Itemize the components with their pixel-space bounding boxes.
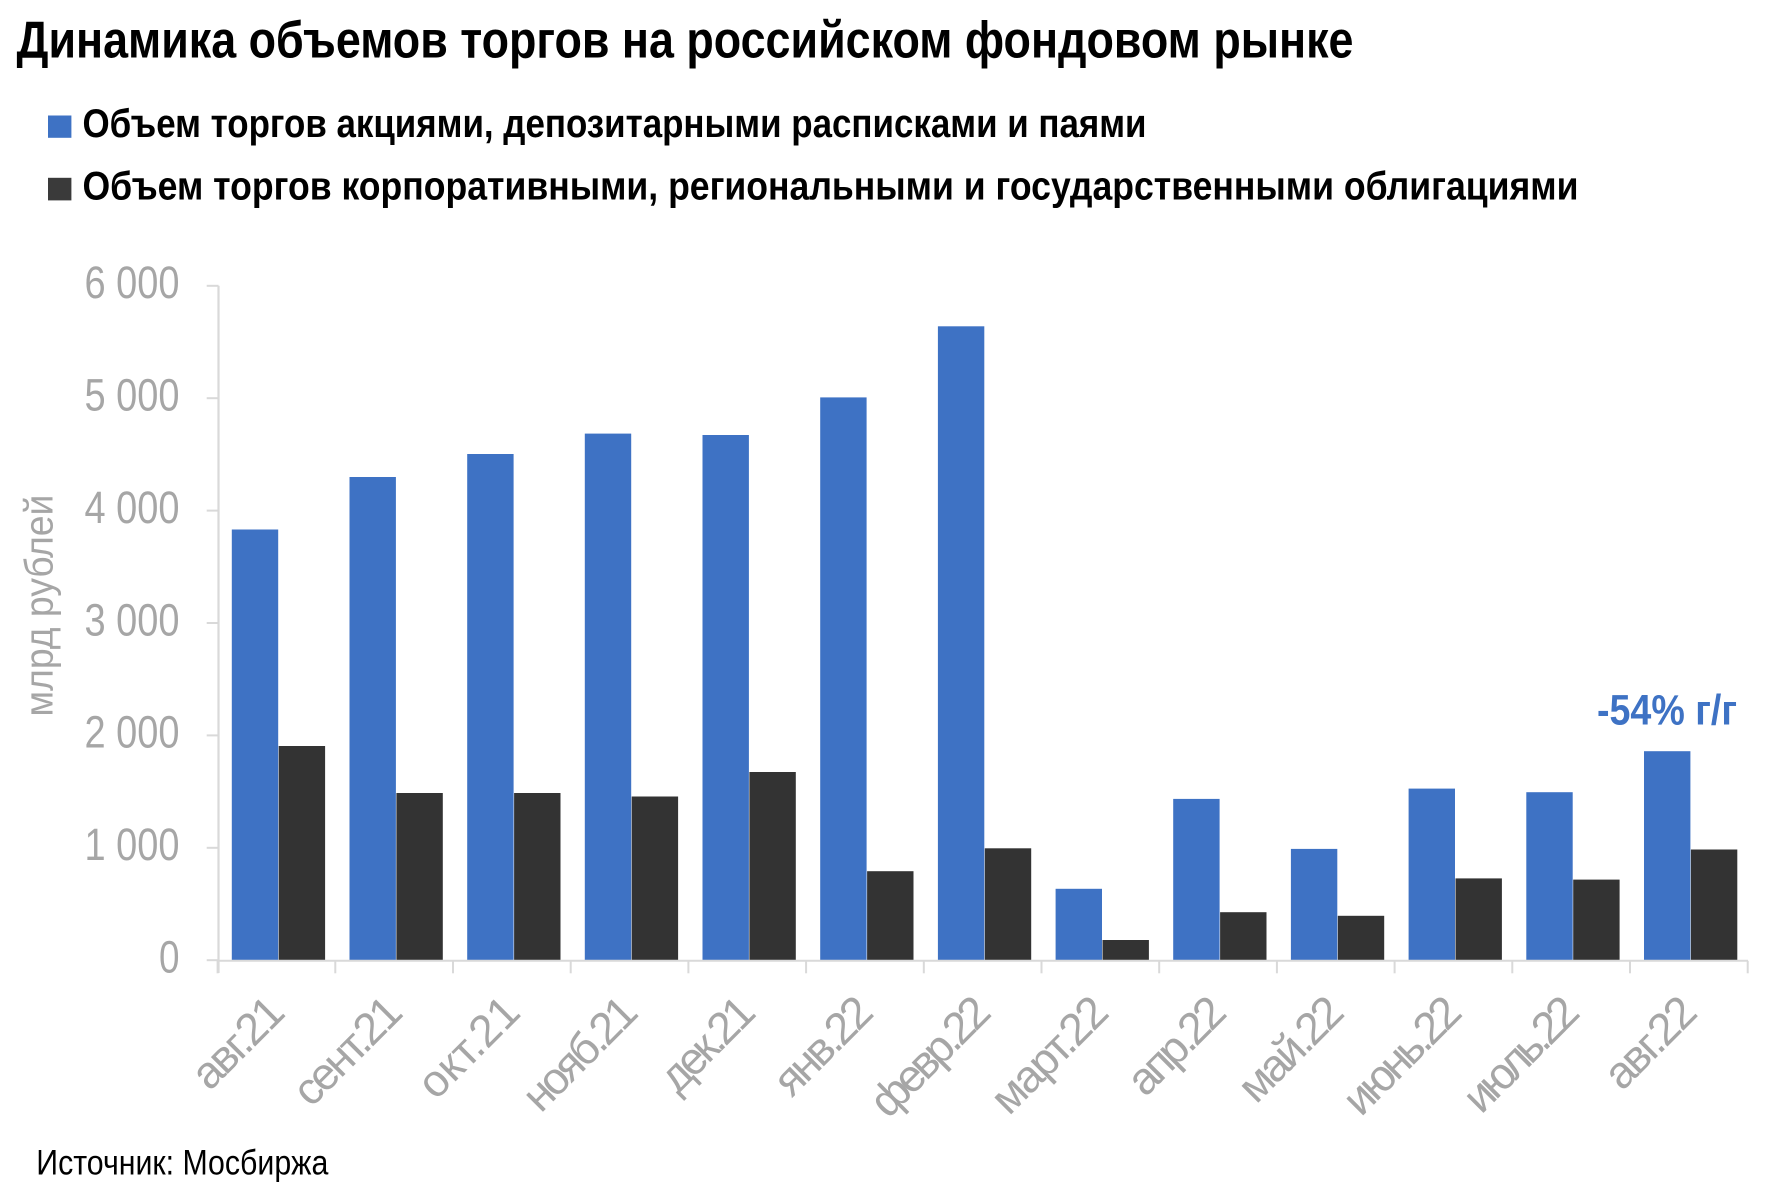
svg-text:млрд рублей: млрд рублей (17, 495, 61, 717)
svg-text:-54% г/г: -54% г/г (1597, 686, 1737, 734)
svg-text:Источник: Мосбиржа: Источник: Мосбиржа (36, 1144, 328, 1183)
svg-text:2 000: 2 000 (85, 707, 180, 758)
svg-text:1 000: 1 000 (85, 819, 180, 870)
svg-text:Объем торгов корпоративными, р: Объем торгов корпоративными, региональны… (83, 164, 1579, 208)
svg-text:3 000: 3 000 (85, 594, 180, 645)
svg-text:Динамика объемов торгов на рос: Динамика объемов торгов на российском фо… (17, 12, 1354, 70)
svg-text:Объем торгов акциями, депозита: Объем торгов акциями, депозитарными расп… (83, 102, 1147, 146)
svg-text:4 000: 4 000 (85, 482, 180, 533)
svg-text:0: 0 (159, 932, 180, 983)
svg-text:5 000: 5 000 (85, 370, 180, 421)
svg-text:6 000: 6 000 (85, 257, 180, 308)
